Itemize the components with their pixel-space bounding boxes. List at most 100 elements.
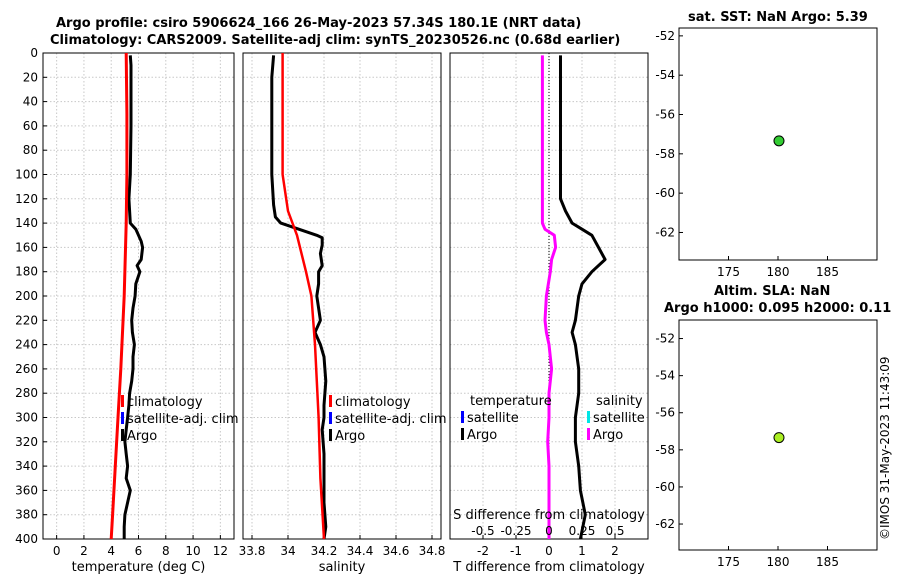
temperature-climatology-line	[109, 52, 129, 540]
temperature-legend-label-2: Argo	[127, 429, 157, 444]
salinity-legend-swatch-2	[329, 429, 332, 441]
figure-title-line2: Climatology: CARS2009. Satellite-adj cli…	[50, 33, 621, 48]
salinity-panel: 33.8 34 34.2 34.4 34.6 34.8 salinity climatolog…	[239, 52, 447, 575]
sst_map-xtick-label: 175	[717, 265, 740, 279]
sla_map-ytick-label: -52	[655, 332, 675, 346]
temperature-legend-swatch-2	[121, 429, 124, 441]
salinity-climatology-line	[281, 53, 326, 540]
difference-top-xtick-label: 0.25	[569, 524, 596, 538]
sla_map-xtick-label: 175	[717, 555, 740, 569]
temperature-ytick-label: 100	[15, 168, 38, 182]
temperature-ytick-label: 20	[23, 70, 38, 84]
temperature-ytick-label: 140	[15, 216, 38, 230]
sst_map-ytick-label: -54	[655, 68, 675, 82]
temperature-ytick-label: 300	[15, 411, 38, 425]
salinity-legend-label-2: Argo	[335, 429, 365, 444]
sla_map-ytick-label: -62	[655, 517, 675, 531]
difference-legend-left-swatch-0	[461, 411, 464, 423]
temperature-ytick-label: 320	[15, 435, 38, 449]
difference-s-argo-line	[540, 55, 558, 539]
temperature-ytick-label: 0	[30, 46, 38, 60]
temperature-xtick-label: 0	[53, 544, 61, 558]
salinity-xtick-label: 34	[280, 544, 295, 558]
salinity-legend-swatch-1	[329, 412, 332, 424]
difference-legend-left-label-1: Argo	[467, 428, 497, 443]
temperature-legend-label-1: satellite-adj. clim	[127, 412, 239, 427]
difference-top-xtick-label: 0	[545, 524, 553, 538]
sla_map-argo-point	[773, 432, 785, 444]
sst_map-xtick-label: 185	[816, 265, 839, 279]
temperature-legend-swatch-1	[121, 412, 124, 424]
salinity-xtick-label: 33.8	[239, 544, 266, 558]
sst_map-ytick-label: -56	[655, 108, 675, 122]
salinity-argo-line	[270, 55, 328, 540]
difference-legend-right-swatch-1	[587, 428, 590, 440]
difference-panel: -2 -1 0 1 2 T difference from climatology S di…	[449, 52, 649, 575]
temperature-ytick-label: 260	[15, 362, 38, 376]
salinity-legend-label-1: satellite-adj. clim	[335, 412, 447, 427]
sla-map-panel: -52 -54 -56 -58 -60 -62 175 180 185	[655, 319, 878, 569]
salinity-xlabel: salinity	[319, 560, 366, 575]
sla_map-xtick-label: 180	[767, 555, 790, 569]
figure-title-line1: Argo profile: csiro 5906624_166 26-May-2…	[56, 16, 582, 31]
differences-xtick-label: -1	[510, 544, 522, 558]
salinity-xtick-label: 34.4	[347, 544, 374, 558]
sst_map-ytick-label: -60	[655, 186, 675, 200]
sla_map-ytick-label: -58	[655, 443, 675, 457]
temperature-xtick-label: 2	[80, 544, 88, 558]
difference-top-xtick-label: -0.5	[471, 524, 494, 538]
sst_map-ytick-label: -58	[655, 147, 675, 161]
difference-legend-right-swatch-0	[587, 411, 590, 423]
temperature-ytick-label: 200	[15, 289, 38, 303]
sla_map-ytick-label: -56	[655, 406, 675, 420]
temperature-ytick-label: 120	[15, 192, 38, 206]
temperature-argo-line	[122, 55, 145, 539]
temperature-ytick-label: 240	[15, 338, 38, 352]
imos-watermark: ©IMOS 31-May-2023 11:43:09	[878, 356, 892, 540]
salinity-legend-swatch-0	[329, 395, 332, 407]
salinity-grid	[243, 52, 441, 540]
sst_map-xtick-label: 180	[767, 265, 790, 279]
temperature-ytick-label: 380	[15, 508, 38, 522]
temperature-grid	[43, 52, 234, 540]
salinity-xtick-label: 34.6	[383, 544, 410, 558]
differences-xtick-label: 1	[578, 544, 586, 558]
temperature-ytick-label: 160	[15, 240, 38, 254]
temperature-xtick-label: 10	[185, 544, 200, 558]
salinity-axes-box	[242, 52, 442, 540]
sst-map-panel: -52 -54 -56 -58 -60 -62 175 180 185	[655, 27, 878, 279]
difference-legend-right-label-0: satellite	[593, 411, 645, 426]
temperature-ytick-label: 400	[15, 532, 38, 546]
temperature-legend-swatch-0	[121, 395, 124, 407]
temperature-xtick-label: 4	[107, 544, 115, 558]
difference-legend-left-swatch-1	[461, 428, 464, 440]
sst_map-ytick-label: -62	[655, 225, 675, 239]
difference-legend-right-title: salinity	[596, 394, 643, 409]
differences-xtick-label: 0	[545, 544, 553, 558]
temperature-ytick-label: 60	[23, 119, 38, 133]
temperature-panel: 0 2 4 6 8 10 12 temperature (deg C) 0 20 40 60 80 100…	[15, 46, 239, 575]
temperature-xtick-label: 8	[162, 544, 170, 558]
temperature-ytick-label: 80	[23, 143, 38, 157]
sla_map-ytick-label: -54	[655, 369, 675, 383]
salinity-xtick-label: 34.8	[419, 544, 446, 558]
salinity-xtick-label: 34.2	[311, 544, 338, 558]
sla_map-ytick-label: -60	[655, 480, 675, 494]
difference-top-xlabel: S difference from climatology	[453, 508, 645, 523]
differences-xtick-label: 2	[611, 544, 619, 558]
difference-legend-left-label-0: satellite	[467, 411, 519, 426]
temperature-ytick-label: 220	[15, 313, 38, 327]
sst_map-ytick-label: -52	[655, 29, 675, 43]
sla_map-xtick-label: 185	[816, 555, 839, 569]
temperature-xtick-label: 6	[135, 544, 143, 558]
difference-top-xtick-label: 0.5	[605, 524, 624, 538]
difference-legend-right-label-1: Argo	[593, 428, 623, 443]
temperature-xlabel: temperature (deg C)	[72, 560, 206, 575]
salinity-legend-label-0: climatology	[335, 395, 411, 410]
temperature-ytick-label: 280	[15, 386, 38, 400]
temperature-ytick-label: 180	[15, 265, 38, 279]
temperature-ytick-label: 340	[15, 459, 38, 473]
temperature-ytick-label: 360	[15, 483, 38, 497]
differences-xlabel: T difference from climatology	[452, 560, 645, 575]
